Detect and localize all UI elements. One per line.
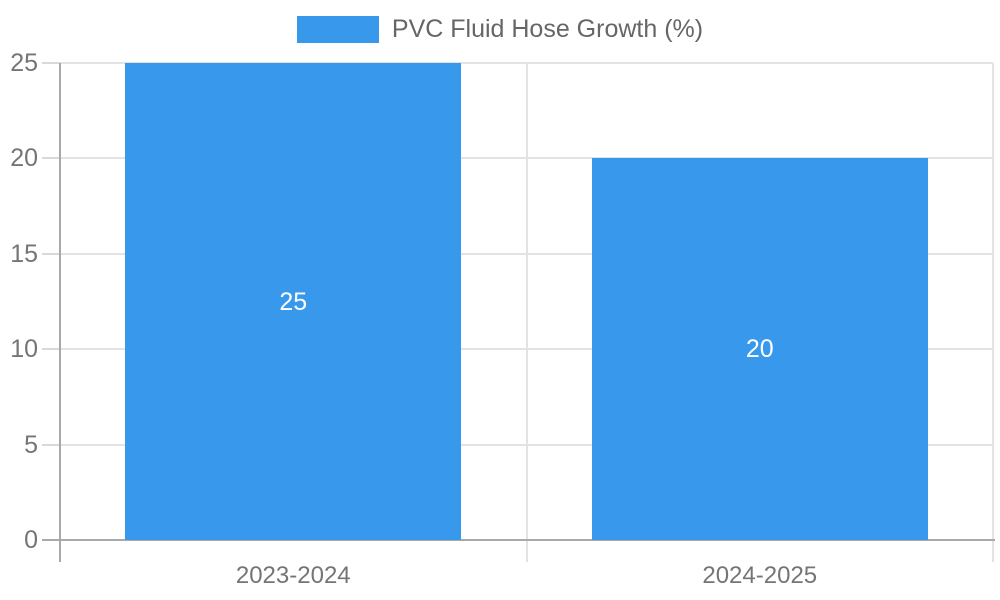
y-axis-label: 20 — [10, 144, 38, 173]
bar-value-label: 25 — [279, 287, 308, 316]
legend-label: PVC Fluid Hose Growth (%) — [391, 15, 704, 43]
y-axis-tick — [42, 62, 60, 64]
y-axis-tick — [42, 443, 60, 446]
y-axis-tick — [42, 348, 60, 351]
x-axis-label: 2023-2024 — [235, 562, 351, 589]
bar-2024-2025[interactable]: 20 — [591, 158, 928, 540]
bar-2023-2024[interactable]: 25 — [125, 63, 462, 540]
legend[interactable]: PVC Fluid Hose Growth (%) — [0, 16, 1000, 43]
bar-value-label: 20 — [745, 335, 774, 364]
y-axis-label: 0 — [24, 526, 38, 554]
legend-swatch — [296, 16, 379, 43]
y-axis-line — [59, 63, 61, 562]
y-axis-tick — [42, 252, 60, 255]
gridline-vertical — [525, 63, 528, 562]
y-axis-label: 10 — [10, 335, 38, 364]
y-axis-label: 25 — [10, 49, 38, 77]
y-axis-label: 5 — [24, 430, 38, 459]
y-axis-label: 15 — [10, 239, 38, 268]
y-axis-tick — [42, 157, 60, 160]
x-axis-line — [60, 539, 995, 541]
y-axis-tick — [42, 539, 60, 541]
x-axis-label: 2024-2025 — [702, 562, 818, 589]
gridline-vertical — [992, 63, 994, 562]
